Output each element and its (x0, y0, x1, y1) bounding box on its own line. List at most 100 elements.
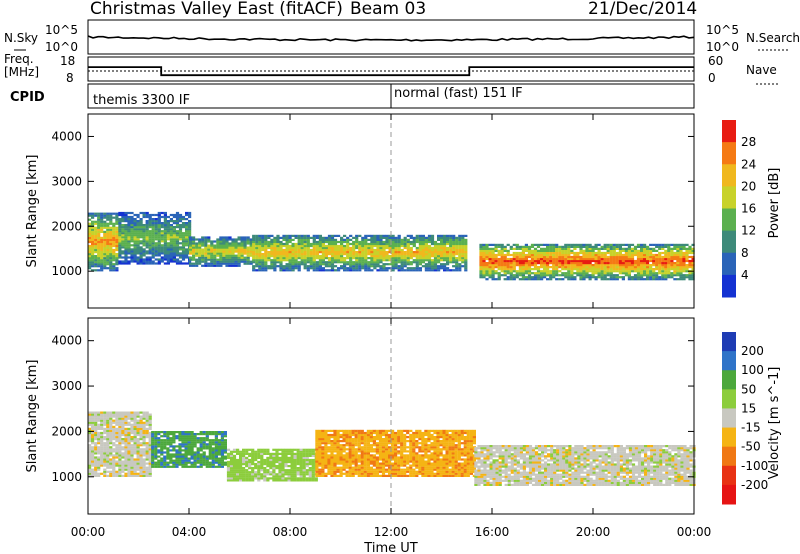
power-cell (333, 257, 338, 260)
power-cell (276, 242, 280, 246)
power-cell (497, 253, 501, 257)
power-cell (97, 265, 101, 268)
power-cell (633, 266, 638, 269)
velocity-cell (124, 454, 128, 457)
power-cell (160, 211, 164, 215)
power-cell (258, 244, 262, 248)
power-cell (430, 259, 435, 262)
power-cell (106, 244, 110, 248)
velocity-cell (112, 456, 116, 459)
power-cell (376, 263, 380, 266)
velocity-cell (127, 454, 131, 457)
power-cell (627, 264, 631, 267)
velocity-cell (196, 465, 200, 468)
power-cell (231, 252, 235, 255)
power-cell (142, 248, 146, 251)
power-cell (258, 263, 262, 266)
power-cell (115, 267, 119, 270)
power-cell (127, 232, 131, 235)
velocity-cell (272, 463, 276, 466)
velocity-cell (97, 425, 101, 428)
velocity-cell (178, 447, 182, 450)
power-cell (100, 261, 104, 264)
power-cell (655, 262, 659, 265)
velocity-cell (263, 467, 267, 470)
power-cell (421, 242, 425, 246)
power-cell (130, 238, 134, 241)
power-cell (210, 248, 214, 251)
velocity-cell (214, 437, 218, 440)
power-cell (503, 253, 507, 257)
velocity-cell (91, 417, 95, 420)
velocity-cell (142, 454, 146, 457)
power-cell (615, 270, 619, 273)
power-cell (222, 250, 226, 253)
power-cell (282, 259, 286, 262)
power-cell (210, 246, 214, 249)
power-cell (618, 243, 622, 246)
velocity-cell (284, 465, 288, 468)
power-cell (373, 248, 377, 252)
power-cell (145, 250, 149, 253)
power-cell (664, 268, 668, 271)
velocity-cell (139, 460, 143, 463)
velocity-cell (193, 439, 197, 442)
power-cell (282, 236, 286, 239)
power-cell (97, 228, 101, 231)
velocity-cell (290, 469, 294, 472)
power-cell (433, 265, 438, 268)
velocity-cell (324, 462, 328, 465)
power-cell (549, 278, 553, 281)
power-cell (561, 268, 565, 271)
power-cell (109, 255, 113, 258)
power-cell (127, 260, 131, 263)
power-cell (676, 274, 680, 277)
power-cell (443, 251, 447, 254)
velocity-cell (278, 471, 282, 474)
velocity-cell (106, 454, 110, 457)
velocity-cell (124, 450, 128, 453)
power-cell (175, 213, 180, 217)
power-cell (412, 261, 416, 264)
power-cell (264, 240, 268, 244)
power-cell (494, 257, 498, 261)
velocity-cell (239, 452, 243, 455)
power-cell (652, 276, 656, 279)
power-cell (163, 226, 167, 229)
power-cell (576, 272, 580, 275)
power-cell (391, 263, 395, 266)
power-cell (479, 249, 483, 252)
power-cell (142, 238, 146, 241)
power-cell (97, 269, 101, 272)
power-cell (133, 230, 137, 233)
power-cell (373, 236, 377, 239)
power-cell (624, 257, 628, 261)
power-cell (189, 250, 193, 253)
power-cell (148, 236, 152, 239)
power-cell (555, 272, 559, 275)
velocity-cell (103, 429, 107, 432)
power-cell (379, 267, 383, 270)
power-cell (288, 234, 292, 237)
velocity-cell (181, 441, 185, 444)
power-cell (213, 244, 217, 247)
power-cell (157, 248, 161, 251)
velocity-cell (157, 439, 161, 442)
velocity-cell (257, 467, 261, 470)
velocity-cell (97, 464, 101, 467)
velocity-cell (184, 439, 188, 442)
velocity-cell (91, 429, 95, 432)
power-cell (303, 244, 307, 248)
power-cell (603, 247, 607, 250)
power-cell (355, 244, 359, 248)
velocity-cell (318, 470, 322, 473)
power-cell (576, 251, 580, 255)
power-cell (118, 211, 122, 215)
velocity-cell (287, 475, 291, 478)
velocity-cell (330, 429, 334, 432)
velocity-cell (281, 479, 285, 482)
power-cell (555, 278, 559, 281)
power-cell (533, 266, 538, 269)
velocity-cell (199, 433, 203, 436)
velocity-cell (100, 460, 104, 463)
